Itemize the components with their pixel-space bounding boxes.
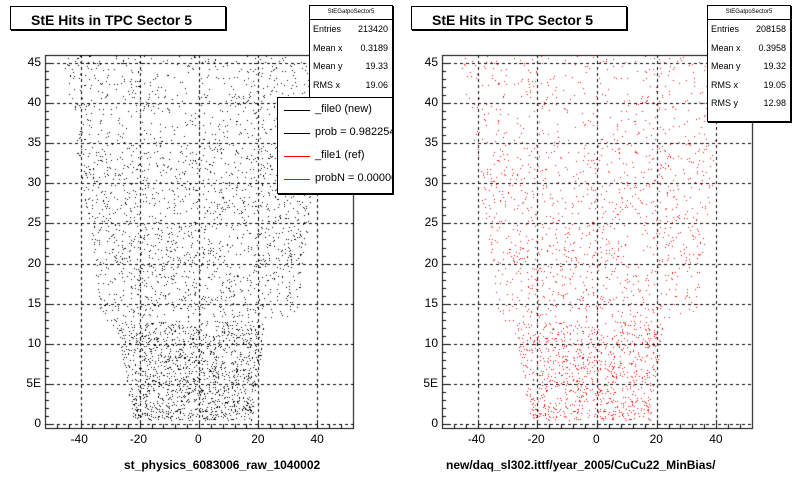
y-tick-label: 10 xyxy=(27,335,41,350)
panel2-stats-box: StEGatpoSector5 Entries 208158 Mean x 0.39… xyxy=(707,5,791,122)
y-tick-label: 15 xyxy=(27,295,41,310)
stats-label: RMS x xyxy=(711,79,738,90)
panel2-title: StE Hits in TPC Sector 5 xyxy=(411,6,627,30)
panel1-legend: _file0 (new) prob = 0.982254 _file1 (ref… xyxy=(277,97,393,194)
legend-label: _file0 (new) xyxy=(315,103,372,115)
legend-swatch-red xyxy=(284,156,310,157)
stats-label: Mean y xyxy=(711,61,741,71)
stats-value: 19.06 xyxy=(365,79,388,90)
stats-row: Entries 208158 xyxy=(708,20,790,39)
y-tick-label: 35 xyxy=(27,135,41,150)
x-tick-label: -20 xyxy=(129,432,148,446)
y-tick-label: 30 xyxy=(27,175,41,190)
legend-label: _file1 (ref) xyxy=(315,149,365,161)
y-tick-label: 10 xyxy=(424,335,438,350)
stats-value: 0.3958 xyxy=(758,42,786,53)
y-tick-label: 5E xyxy=(26,375,41,390)
stats-value: 19.05 xyxy=(763,79,786,90)
legend-swatch-black xyxy=(284,110,310,111)
panel1-stats-box: StEGatpoSector5 Entries 213420 Mean x 0.31… xyxy=(309,5,393,113)
y-tick-label: 25 xyxy=(27,215,41,230)
x-tick-label: 40 xyxy=(310,432,324,446)
stats-row: Mean y 19.33 xyxy=(310,57,392,76)
panel1-title: StE Hits in TPC Sector 5 xyxy=(10,6,226,30)
y-tick-label: 30 xyxy=(424,175,438,190)
stats-row: RMS y 12.98 xyxy=(708,94,790,113)
y-tick-label: 20 xyxy=(27,255,41,270)
stats-label: Mean x xyxy=(711,42,741,53)
stats-value: 213420 xyxy=(357,24,388,34)
y-tick-label: 0 xyxy=(34,415,41,430)
legend-swatch-black xyxy=(284,133,310,134)
y-tick-label: 45 xyxy=(424,55,438,70)
y-tick-label: 15 xyxy=(424,295,438,310)
panel2-x-axis-title: new/daq_sl302.ittf/year_2005/CuCu22_MinB… xyxy=(446,458,716,472)
y-tick-label: 40 xyxy=(424,95,438,110)
legend-label: probN = 0.000000 xyxy=(315,172,392,184)
stats-row: Mean x 0.3958 xyxy=(708,39,790,58)
y-tick-label: 25 xyxy=(424,215,438,230)
x-tick-label: -40 xyxy=(467,432,486,446)
x-tick-label: 0 xyxy=(593,432,600,446)
stats-value: 19.32 xyxy=(763,61,786,71)
y-tick-label: 0 xyxy=(431,415,438,430)
legend-swatch-red xyxy=(284,179,310,180)
legend-label: prob = 0.982254 xyxy=(315,126,393,138)
stats-name: StEGatpoSector5 xyxy=(708,6,790,20)
stats-label: Entries xyxy=(711,24,740,34)
stats-row: RMS x 19.05 xyxy=(708,76,790,95)
stats-row: Mean x 0.3189 xyxy=(310,39,392,58)
y-tick-label: 20 xyxy=(424,255,438,270)
x-tick-label: 20 xyxy=(251,432,265,446)
stats-value: 12.98 xyxy=(763,98,786,108)
x-tick-label: -40 xyxy=(70,432,88,446)
stats-label: RMS x xyxy=(313,79,340,90)
stats-value: 19.33 xyxy=(365,61,388,71)
stats-label: RMS y xyxy=(711,98,738,108)
x-tick-label: 40 xyxy=(709,432,723,446)
panel1-x-axis-title: st_physics_6083006_raw_1040002 xyxy=(124,458,321,472)
y-tick-label: 5E xyxy=(423,375,438,390)
x-tick-label: 20 xyxy=(649,432,663,446)
y-tick-label: 35 xyxy=(424,135,438,150)
stats-label: Entries xyxy=(313,24,342,34)
stats-label: Mean x xyxy=(313,42,343,53)
stats-name: StEGatpoSector5 xyxy=(310,6,392,20)
stats-row: Entries 213420 xyxy=(310,20,392,39)
stats-row: RMS x 19.06 xyxy=(310,76,392,95)
y-tick-label: 45 xyxy=(27,55,41,70)
stats-label: Mean y xyxy=(313,61,343,71)
x-tick-label: -20 xyxy=(527,432,545,446)
stats-value: 0.3189 xyxy=(360,42,388,53)
y-tick-label: 40 xyxy=(27,95,41,110)
stats-value: 208158 xyxy=(755,24,786,34)
stats-row: Mean y 19.32 xyxy=(708,57,790,76)
x-tick-label: 0 xyxy=(195,432,202,446)
